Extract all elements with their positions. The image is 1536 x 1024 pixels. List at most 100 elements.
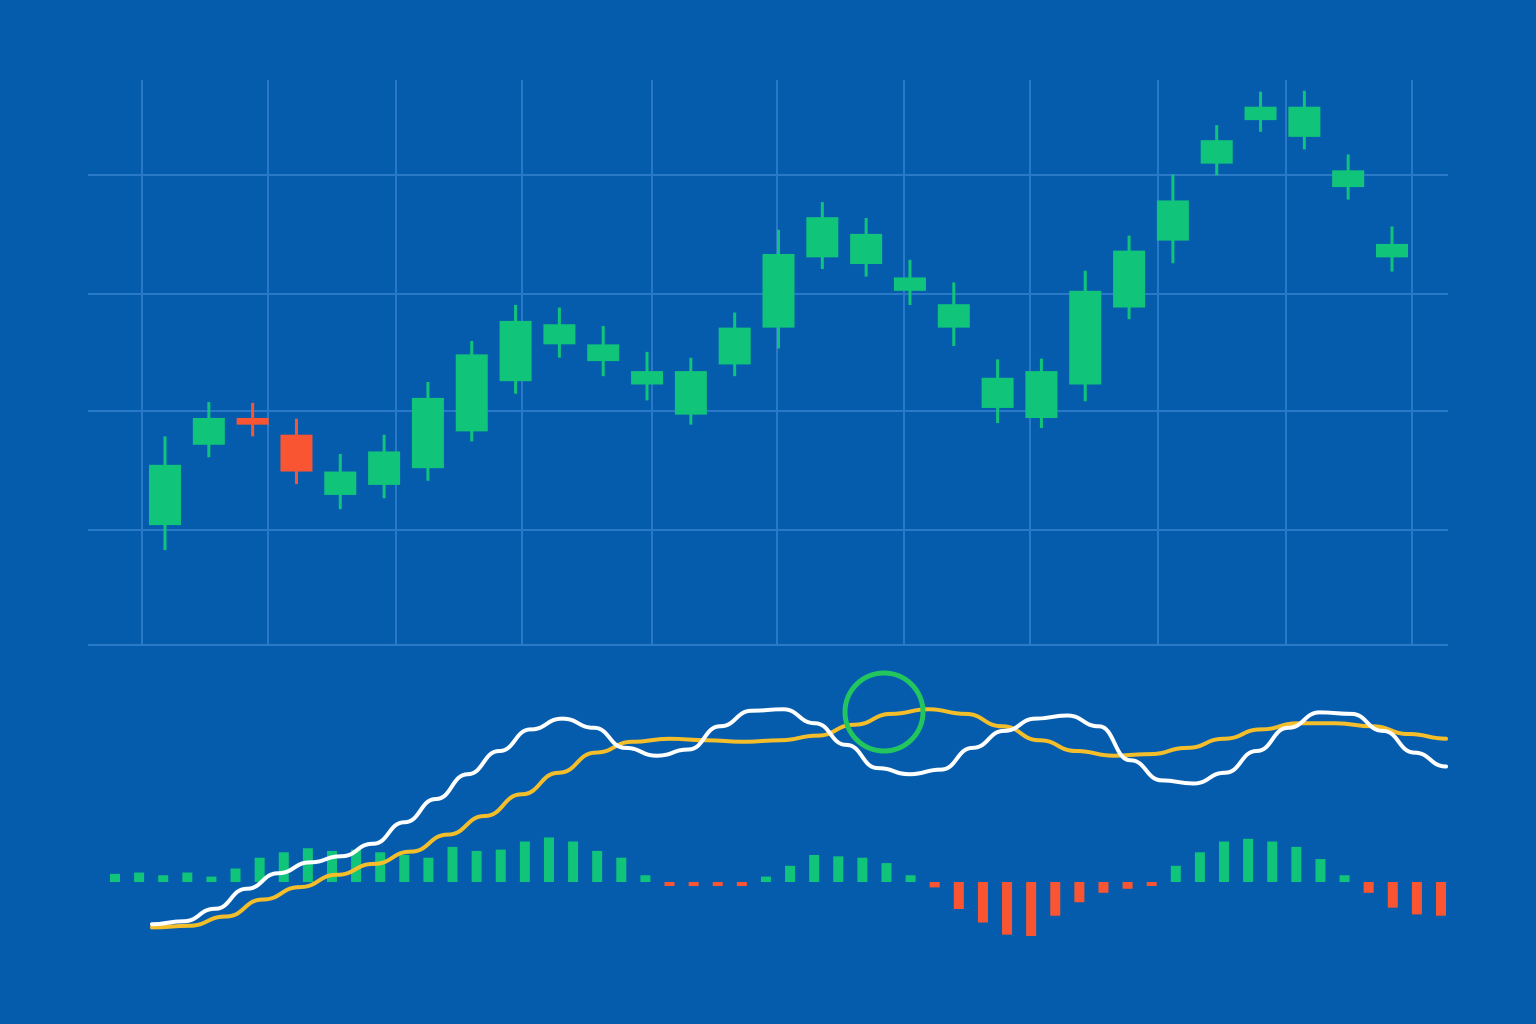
histogram-bar-positive: [809, 855, 820, 882]
candle-body: [324, 471, 357, 495]
bullish-candle: [1200, 125, 1233, 176]
bullish-candle: [411, 381, 444, 481]
histogram-bar-positive: [302, 848, 313, 882]
histogram-bar-positive: [182, 872, 193, 882]
bullish-candle: [1025, 358, 1058, 429]
bullish-candle: [368, 434, 401, 499]
bullish-candle: [1113, 235, 1146, 320]
histogram-bar-positive: [760, 876, 771, 882]
histogram-bar-positive: [592, 850, 603, 882]
bullish-candle: [543, 307, 576, 358]
histogram-bar-positive: [857, 857, 868, 882]
histogram-bar-positive: [905, 875, 916, 882]
histogram-bar-negative: [1074, 882, 1085, 903]
histogram-bar-negative: [1122, 882, 1133, 889]
histogram-bar-positive: [399, 855, 410, 882]
histogram-bar-positive: [1315, 859, 1326, 882]
bullish-candle: [981, 359, 1014, 423]
histogram-bar-negative: [1387, 882, 1398, 908]
bullish-candle: [631, 351, 664, 401]
candle-body: [499, 320, 532, 382]
histogram-bar-negative: [1098, 882, 1109, 893]
histogram-bar-negative: [664, 882, 675, 886]
histogram-bar-positive: [881, 863, 892, 882]
bullish-candle: [718, 312, 751, 377]
macd-histogram: [110, 837, 1446, 936]
histogram-bar-negative: [977, 882, 988, 923]
histogram-bar-positive: [543, 837, 554, 882]
candle-body: [674, 371, 707, 415]
histogram-bar-positive: [1219, 841, 1230, 882]
histogram-bar-positive: [785, 865, 796, 882]
candle-body: [762, 253, 795, 328]
histogram-bar-negative: [953, 882, 964, 909]
histogram-bar-positive: [1194, 852, 1205, 882]
histogram-bar-positive: [1170, 865, 1181, 882]
histogram-bar-positive: [519, 841, 530, 882]
candlestick-series: [149, 90, 1408, 551]
candle-body: [1376, 243, 1408, 258]
histogram-bar-negative: [1363, 882, 1374, 893]
candle-body: [236, 417, 269, 425]
candle-body: [587, 344, 620, 362]
histogram-bar-negative: [1411, 882, 1422, 915]
candle-body: [149, 464, 181, 526]
crossover-marker: [842, 670, 926, 754]
bullish-candle: [1069, 270, 1102, 402]
histogram-bar-positive: [158, 875, 169, 882]
candle-body: [981, 377, 1014, 408]
histogram-bar-negative: [929, 882, 940, 888]
candle-body: [543, 324, 576, 345]
bullish-candle: [893, 259, 926, 306]
histogram-bar-negative: [712, 882, 723, 887]
signal-line: [150, 707, 1448, 930]
bullish-candle: [455, 341, 488, 442]
candle-body: [937, 304, 970, 328]
bullish-candle: [587, 325, 620, 377]
bullish-candle: [499, 305, 532, 394]
candle-body: [1025, 371, 1058, 418]
histogram-bar-negative: [1026, 882, 1037, 936]
histogram-bar-positive: [206, 876, 217, 882]
bullish-candle: [324, 453, 357, 510]
histogram-bar-positive: [423, 857, 434, 882]
candle-body: [893, 277, 926, 291]
bullish-candle: [806, 202, 839, 270]
histogram-bar-positive: [326, 850, 337, 882]
bullish-candle: [674, 357, 707, 425]
histogram-bar-positive: [833, 856, 844, 882]
bullish-candle: [762, 229, 795, 349]
candle-body: [1332, 170, 1365, 188]
candle-body: [1113, 250, 1146, 308]
macd-line: [150, 707, 1448, 927]
bullish-candle: [149, 436, 181, 551]
candle-body: [806, 217, 839, 258]
histogram-bar-positive: [351, 849, 362, 882]
histogram-bar-positive: [616, 857, 627, 882]
histogram-bar-negative: [736, 882, 747, 887]
candle-body: [718, 327, 751, 365]
bullish-candle: [850, 218, 883, 277]
bullish-candle: [1156, 174, 1189, 264]
histogram-bar-positive: [1243, 838, 1254, 882]
candle-body: [192, 417, 225, 445]
crossover-markers: [842, 670, 926, 754]
candle-body: [1288, 106, 1321, 137]
bullish-candle: [192, 402, 225, 458]
price-grid: [88, 80, 1448, 646]
histogram-bar-negative: [1146, 882, 1157, 886]
histogram-bar-positive: [110, 873, 120, 882]
histogram-bar-positive: [1267, 841, 1278, 882]
histogram-bar-positive: [568, 841, 579, 882]
histogram-bar-negative: [1436, 882, 1446, 916]
bearish-candle: [236, 402, 269, 437]
candle-body: [368, 451, 401, 485]
histogram-bar-positive: [471, 850, 482, 882]
histogram-bar-positive: [640, 875, 651, 882]
histogram-bar-positive: [278, 852, 289, 882]
macd-lines: [150, 707, 1448, 930]
histogram-bar-positive: [230, 868, 241, 882]
bullish-candle: [1376, 226, 1408, 272]
bearish-candle: [280, 418, 313, 485]
